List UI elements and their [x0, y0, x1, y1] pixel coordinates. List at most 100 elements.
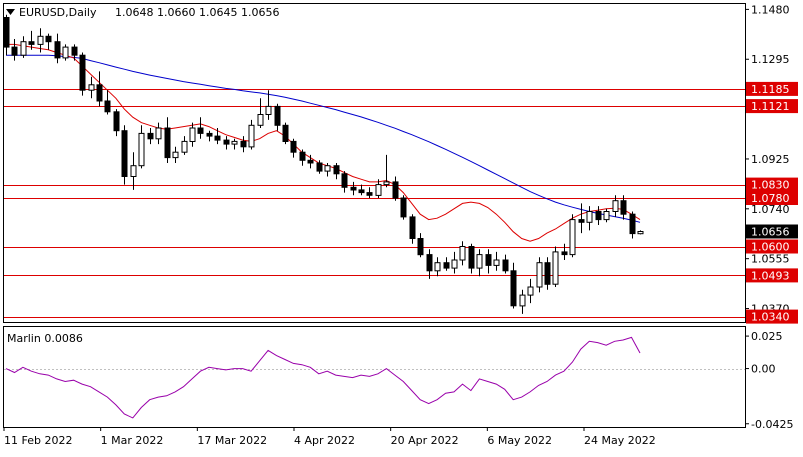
- candle[interactable]: [223, 136, 230, 150]
- candle[interactable]: [20, 36, 27, 58]
- candle[interactable]: [54, 33, 61, 64]
- candle-body-bullish: [265, 105, 272, 116]
- candle[interactable]: [113, 109, 120, 137]
- candle[interactable]: [138, 125, 145, 169]
- candle[interactable]: [383, 154, 390, 188]
- candle[interactable]: [629, 211, 636, 239]
- candle[interactable]: [299, 149, 306, 166]
- candle[interactable]: [595, 206, 602, 225]
- candle[interactable]: [358, 184, 365, 196]
- candle[interactable]: [274, 103, 281, 131]
- candle[interactable]: [290, 138, 297, 158]
- candle-body-bearish: [282, 124, 289, 143]
- candle[interactable]: [459, 241, 466, 266]
- oscillator-line: [5, 336, 641, 419]
- candle[interactable]: [552, 246, 559, 288]
- candle[interactable]: [11, 39, 18, 61]
- candle[interactable]: [341, 171, 348, 193]
- candle[interactable]: [400, 195, 407, 220]
- candle[interactable]: [197, 117, 204, 139]
- candle-body-bullish: [569, 219, 576, 256]
- level-label-text: 1.0340: [751, 311, 790, 324]
- candle[interactable]: [434, 257, 441, 277]
- candle[interactable]: [324, 163, 331, 177]
- candle[interactable]: [612, 195, 619, 217]
- level-lines: [4, 89, 745, 318]
- candle-body-bullish: [257, 114, 264, 126]
- candle[interactable]: [214, 128, 221, 145]
- candle[interactable]: [392, 176, 399, 201]
- candle-body-bullish: [612, 200, 619, 212]
- candle[interactable]: [164, 117, 171, 163]
- candle-body-bearish: [206, 132, 213, 137]
- candle[interactable]: [451, 251, 458, 274]
- candle[interactable]: [45, 33, 52, 50]
- candle[interactable]: [104, 90, 111, 115]
- candle[interactable]: [569, 214, 576, 258]
- candle[interactable]: [206, 130, 213, 142]
- candle[interactable]: [493, 251, 500, 271]
- candle[interactable]: [240, 136, 247, 153]
- candle-body-bullish: [248, 124, 255, 148]
- candles[interactable]: [3, 14, 644, 314]
- candle[interactable]: [603, 208, 610, 223]
- y-tick-label: 1.0740: [751, 203, 790, 216]
- candle[interactable]: [282, 122, 289, 145]
- candle[interactable]: [620, 195, 627, 220]
- candle-body-bullish: [130, 165, 137, 177]
- candle[interactable]: [79, 52, 86, 96]
- candle[interactable]: [578, 203, 585, 234]
- candle[interactable]: [155, 122, 162, 145]
- candle[interactable]: [350, 181, 357, 196]
- candle[interactable]: [265, 90, 272, 120]
- candle[interactable]: [426, 249, 433, 279]
- level-label-box: [746, 239, 798, 254]
- candle[interactable]: [417, 233, 424, 258]
- x-tick-label: 24 May 2022: [584, 434, 656, 447]
- level-label-box: [746, 191, 798, 205]
- candle[interactable]: [96, 71, 103, 107]
- slow-ma-line: [6, 54, 641, 223]
- candle[interactable]: [366, 187, 373, 198]
- candle[interactable]: [181, 136, 188, 155]
- candle-body-bullish: [552, 251, 559, 285]
- candle[interactable]: [637, 230, 644, 235]
- candle[interactable]: [536, 257, 543, 293]
- candle[interactable]: [172, 146, 179, 163]
- candle[interactable]: [375, 179, 382, 198]
- candle[interactable]: [3, 14, 10, 56]
- candle[interactable]: [544, 257, 551, 290]
- triangle-down-icon[interactable]: [6, 9, 15, 15]
- candle[interactable]: [307, 154, 314, 169]
- candle[interactable]: [121, 125, 128, 185]
- candle[interactable]: [231, 138, 238, 150]
- candle[interactable]: [333, 163, 340, 180]
- candle-body-bullish: [536, 262, 543, 288]
- candle[interactable]: [476, 249, 483, 277]
- candle[interactable]: [485, 249, 492, 274]
- candle[interactable]: [510, 262, 517, 309]
- candle[interactable]: [468, 243, 475, 274]
- candle[interactable]: [28, 30, 35, 50]
- candle-body-bearish: [11, 46, 18, 56]
- candle[interactable]: [316, 160, 323, 174]
- candle[interactable]: [147, 128, 154, 145]
- candle[interactable]: [409, 214, 416, 244]
- candle[interactable]: [248, 119, 255, 150]
- candle-body-bearish: [3, 17, 10, 48]
- candle[interactable]: [443, 257, 450, 271]
- candle[interactable]: [586, 206, 593, 231]
- candle[interactable]: [527, 278, 534, 304]
- candle[interactable]: [62, 44, 69, 61]
- candle[interactable]: [519, 289, 526, 314]
- candle[interactable]: [257, 98, 264, 128]
- candle[interactable]: [71, 44, 78, 61]
- candle[interactable]: [130, 152, 137, 190]
- candle[interactable]: [189, 122, 196, 147]
- ohlc-values: 1.0648 1.0660 1.0645 1.0656: [115, 6, 279, 19]
- candle[interactable]: [502, 254, 509, 274]
- candle[interactable]: [88, 76, 95, 99]
- candle[interactable]: [37, 28, 44, 53]
- candle[interactable]: [561, 243, 568, 260]
